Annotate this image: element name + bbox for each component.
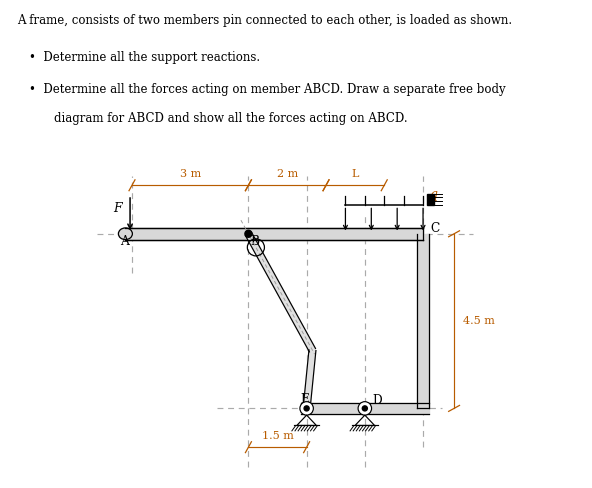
Polygon shape <box>426 194 433 204</box>
Text: D: D <box>372 394 382 407</box>
Text: A frame, consists of two members pin connected to each other, is loaded as shown: A frame, consists of two members pin con… <box>18 14 513 27</box>
Text: 2 m: 2 m <box>276 169 298 179</box>
Polygon shape <box>301 403 429 414</box>
Text: •  Determine all the support reactions.: • Determine all the support reactions. <box>28 51 260 64</box>
Polygon shape <box>245 232 316 352</box>
Polygon shape <box>125 228 423 240</box>
Text: A: A <box>121 235 130 247</box>
Text: 3 m: 3 m <box>179 169 201 179</box>
Text: diagram for ABCD and show all the forces acting on ABCD.: diagram for ABCD and show all the forces… <box>54 112 408 125</box>
Polygon shape <box>417 234 429 408</box>
Circle shape <box>304 406 309 411</box>
Text: q: q <box>430 188 438 201</box>
Text: B: B <box>250 235 259 247</box>
Circle shape <box>362 406 368 411</box>
Text: •  Determine all the forces acting on member ABCD. Draw a separate free body: • Determine all the forces acting on mem… <box>28 83 506 96</box>
Text: C: C <box>430 222 439 235</box>
Circle shape <box>358 402 372 415</box>
Polygon shape <box>303 350 316 409</box>
Circle shape <box>245 230 252 237</box>
Circle shape <box>300 402 313 415</box>
Ellipse shape <box>118 228 133 240</box>
Text: 4.5 m: 4.5 m <box>462 316 494 326</box>
Text: 1.5 m: 1.5 m <box>262 430 294 441</box>
Text: L: L <box>352 169 359 179</box>
Text: F: F <box>113 202 121 215</box>
Text: E: E <box>300 392 309 406</box>
